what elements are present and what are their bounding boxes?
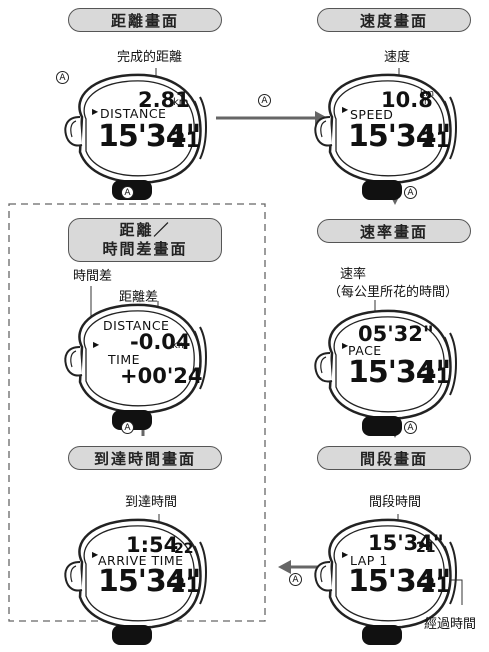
elapsed-main: 15'34" xyxy=(348,564,451,599)
title-lap-screen: 間段畫面 xyxy=(317,446,471,470)
pace-label: PACE xyxy=(348,343,382,358)
title-arrive-screen: 到達時間畫面 xyxy=(68,446,222,470)
title-diff-screen: 距離／ 時間差畫面 xyxy=(68,218,222,262)
lap-value-main: 15'34" xyxy=(368,531,444,555)
title-distance-screen: 距離畫面 xyxy=(68,8,222,32)
lap-mark-icon: ▶ xyxy=(93,340,100,349)
distance-unit: km xyxy=(173,97,189,108)
lap-value-sub: 21 xyxy=(416,540,436,556)
elapsed-sub: 21 xyxy=(421,573,451,597)
diff-distance-value: -0.04 xyxy=(130,330,191,354)
annotation-speed: 速度 xyxy=(384,50,411,65)
lap-mark-icon: ▶ xyxy=(92,107,99,116)
button-a-icon: A xyxy=(56,71,69,84)
lap-label: LAP 1 xyxy=(350,553,388,568)
button-a-icon: A xyxy=(404,421,417,434)
arrive-value-main: 1:54 xyxy=(126,533,179,557)
elapsed-sub: 21 xyxy=(421,364,451,388)
annotation-pace-detail: （每公里所花的時間） xyxy=(328,285,459,300)
speed-unit-bottom: /h xyxy=(421,97,430,107)
arrive-value-sub: 22 xyxy=(174,541,194,557)
pace-value: 05'32" xyxy=(358,322,434,346)
button-a-icon: A xyxy=(258,94,271,107)
button-a-icon: A xyxy=(121,186,134,199)
distance-label: DISTANCE xyxy=(100,106,167,121)
diff-distance-unit: km xyxy=(172,340,188,351)
elapsed-main: 15'34" xyxy=(98,119,201,154)
diff-time-value: +00'24 xyxy=(120,364,203,388)
annotation-pace: 速率 xyxy=(340,267,367,282)
lap-mark-icon: ▶ xyxy=(342,550,349,559)
lap-mark-icon: ▶ xyxy=(92,550,99,559)
elapsed-sub: 21 xyxy=(421,128,451,152)
button-a-icon: A xyxy=(121,421,134,434)
annotation-distance-diff: 距離差 xyxy=(119,290,159,305)
button-a-icon: A xyxy=(289,573,302,586)
speed-value: 10.8 xyxy=(381,88,433,112)
speed-label: SPEED xyxy=(350,107,394,122)
lap-mark-icon: ▶ xyxy=(342,341,349,350)
annotation-arrive: 到達時間 xyxy=(125,495,178,510)
arrive-label: ARRIVE TIME xyxy=(98,553,184,568)
annotation-lap: 間段時間 xyxy=(369,495,422,510)
elapsed-sub: 21 xyxy=(171,573,201,597)
elapsed-main: 15'34" xyxy=(348,355,451,390)
diff-time-label: TIME xyxy=(108,352,141,367)
elapsed-main: 15'34" xyxy=(348,119,451,154)
title-speed-screen: 速度畫面 xyxy=(317,8,471,32)
annotation-completed-distance: 完成的距離 xyxy=(117,50,183,65)
elapsed-main: 15'34" xyxy=(98,564,201,599)
speed-unit-top: km xyxy=(420,89,434,99)
button-a-icon: A xyxy=(404,186,417,199)
diff-distance-label: DISTANCE xyxy=(103,318,170,333)
annotation-elapsed: 經過時間 xyxy=(424,617,477,632)
distance-value: 2.81 xyxy=(138,88,190,112)
elapsed-sub: 21 xyxy=(171,128,201,152)
lap-mark-icon: ▶ xyxy=(342,105,349,114)
title-pace-screen: 速率畫面 xyxy=(317,219,471,243)
annotation-time-diff: 時間差 xyxy=(73,269,113,284)
